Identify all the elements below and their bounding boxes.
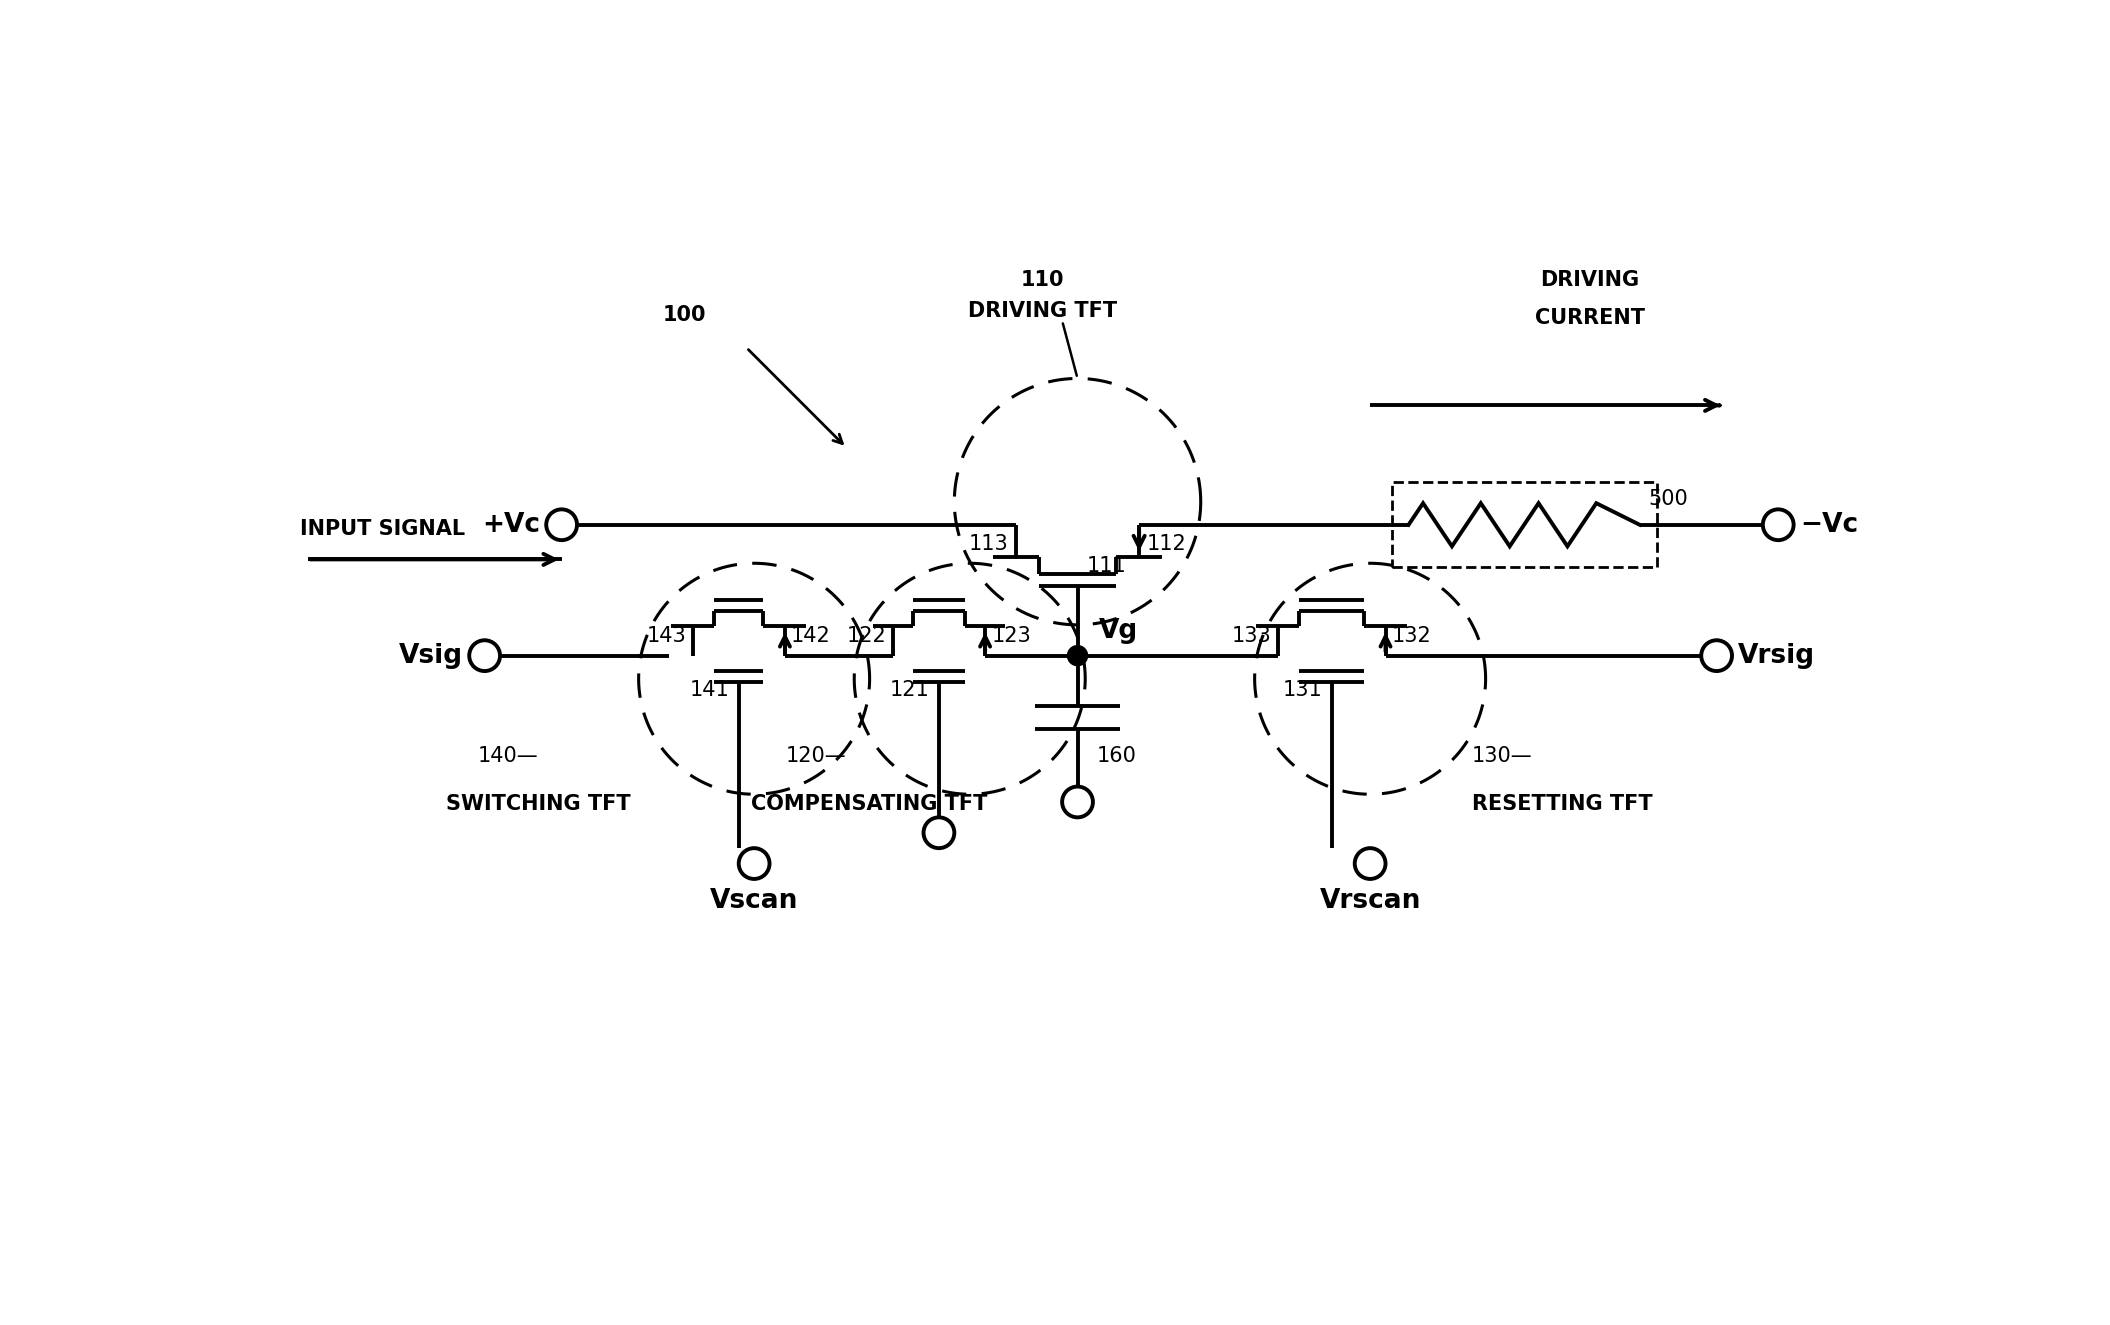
Text: Vg: Vg (1099, 617, 1137, 644)
Text: CURRENT: CURRENT (1534, 309, 1644, 329)
Text: 142: 142 (791, 627, 831, 647)
Text: 112: 112 (1148, 534, 1186, 554)
Text: 132: 132 (1393, 627, 1431, 647)
Circle shape (1355, 848, 1386, 878)
Text: 133: 133 (1232, 627, 1272, 647)
Text: 130—: 130— (1471, 746, 1532, 766)
Text: 123: 123 (992, 627, 1032, 647)
Text: SWITCHING TFT: SWITCHING TFT (445, 794, 631, 815)
Text: 143: 143 (646, 627, 686, 647)
Text: RESETTING TFT: RESETTING TFT (1473, 794, 1652, 815)
Text: 111: 111 (1087, 556, 1127, 576)
Text: Vrsig: Vrsig (1739, 643, 1815, 669)
Text: 110: 110 (1021, 270, 1066, 290)
Text: Vsig: Vsig (399, 643, 462, 669)
Text: 131: 131 (1283, 680, 1323, 701)
Circle shape (738, 848, 770, 878)
Text: 141: 141 (690, 680, 730, 701)
Circle shape (1068, 645, 1087, 665)
Text: 500: 500 (1648, 489, 1688, 509)
Circle shape (468, 640, 500, 670)
Text: DRIVING: DRIVING (1540, 270, 1639, 290)
Text: 121: 121 (890, 680, 931, 701)
Text: 122: 122 (846, 627, 886, 647)
Circle shape (1061, 787, 1093, 818)
Text: −Vc: −Vc (1800, 511, 1859, 538)
Text: INPUT SIGNAL: INPUT SIGNAL (300, 518, 464, 538)
Text: 113: 113 (968, 534, 1009, 554)
Text: 100: 100 (663, 305, 707, 325)
Text: 120—: 120— (785, 746, 846, 766)
Text: Vrscan: Vrscan (1319, 888, 1420, 914)
Circle shape (924, 818, 954, 848)
Circle shape (1762, 509, 1794, 541)
Text: Vscan: Vscan (709, 888, 798, 914)
Text: DRIVING TFT: DRIVING TFT (968, 301, 1118, 321)
Text: 160: 160 (1097, 746, 1137, 766)
Circle shape (1701, 640, 1732, 670)
Text: COMPENSATING TFT: COMPENSATING TFT (751, 794, 987, 815)
Circle shape (546, 509, 576, 541)
Text: +Vc: +Vc (481, 511, 540, 538)
Text: 140—: 140— (477, 746, 538, 766)
